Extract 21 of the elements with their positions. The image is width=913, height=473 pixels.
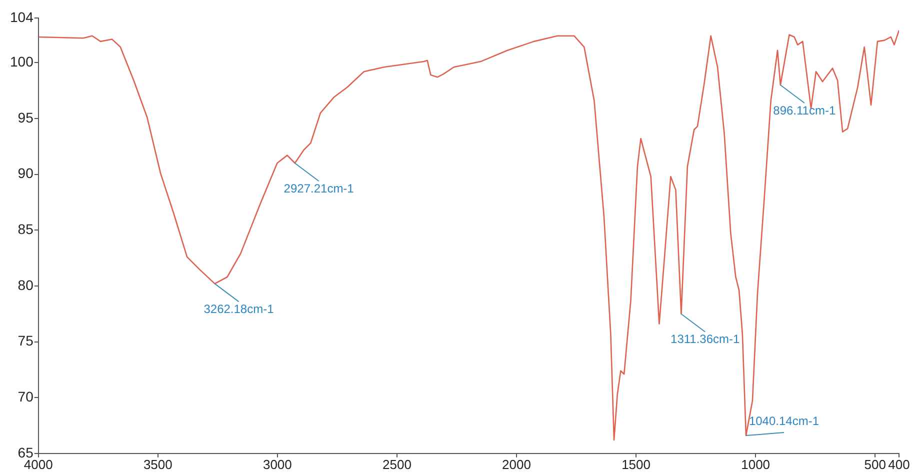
annotation: 2927.21cm-1 bbox=[284, 181, 354, 196]
annotation: 3262.18cm-1 bbox=[204, 302, 274, 316]
y-tick-label: 80 bbox=[18, 276, 34, 293]
x-tick-label: 3000 bbox=[262, 456, 292, 472]
x-tick-label: 2500 bbox=[382, 456, 412, 472]
y-tick-label: 95 bbox=[18, 109, 34, 126]
x-tick-label: 3500 bbox=[143, 456, 172, 472]
y-tick-label: 70 bbox=[18, 388, 34, 404]
y-tick-label: 75 bbox=[18, 332, 34, 349]
y-tick-label: 90 bbox=[18, 165, 34, 182]
x-tick-label: 1500 bbox=[622, 456, 650, 472]
x-tick-label: 2000 bbox=[502, 456, 531, 472]
y-tick-label: 104 bbox=[10, 8, 34, 25]
x-tick-label: 400 bbox=[888, 456, 910, 472]
x-tick-label: 500 bbox=[864, 456, 886, 472]
annotation: 1040.14cm-1 bbox=[748, 414, 820, 428]
annotation: 1311.36cm-1 bbox=[670, 332, 740, 346]
y-tick-label: 85 bbox=[18, 220, 34, 237]
y-tick-label: 100 bbox=[10, 54, 34, 70]
x-tick-label: 1000 bbox=[741, 456, 770, 472]
annotation: 896.11cm-1 bbox=[773, 103, 836, 118]
